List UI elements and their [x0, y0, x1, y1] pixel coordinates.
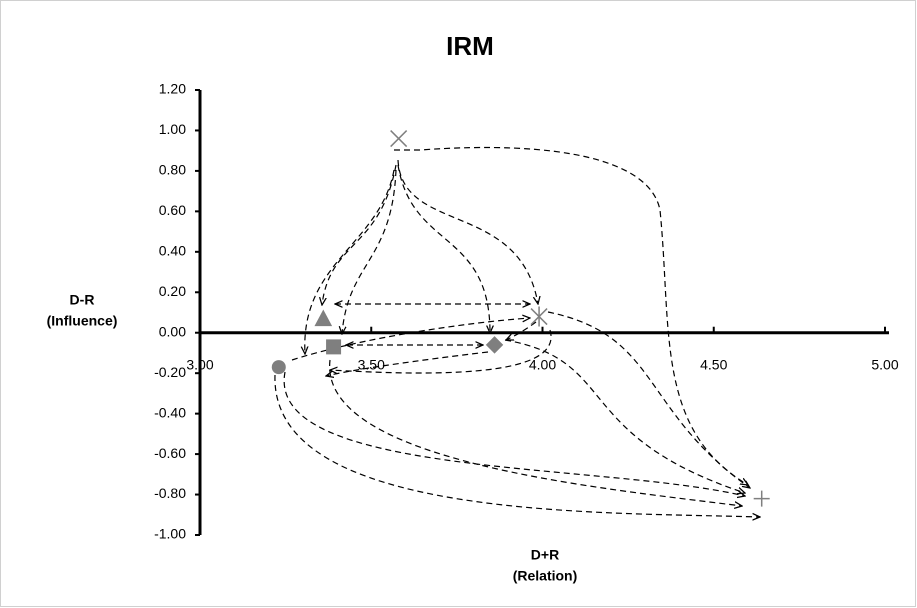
y-tick-label: -1.00 [154, 526, 186, 542]
x-tick-label: 4.00 [529, 356, 556, 372]
y-tick-label: 0.00 [159, 323, 186, 339]
point [326, 339, 342, 355]
y-tick-label: 0.60 [159, 202, 186, 218]
y-tick-label: 0.40 [159, 243, 186, 259]
x-tick-label: 3.00 [186, 356, 213, 372]
x-axis-title: D+R [531, 547, 559, 563]
x-tick-label: 3.50 [358, 356, 385, 372]
point [390, 130, 408, 148]
y-tick-label: 1.20 [159, 81, 186, 97]
x-axis-title: (Relation) [513, 568, 578, 584]
y-axis-title: (Influence) [47, 313, 118, 329]
y-tick-label: -0.60 [154, 445, 186, 461]
y-tick-label: 0.80 [159, 162, 186, 178]
point [530, 306, 548, 327]
relation-arrows [274, 146, 760, 518]
y-tick-label: 1.00 [159, 121, 186, 137]
y-tick-label: -0.80 [154, 485, 186, 501]
y-tick-label: 0.20 [159, 283, 186, 299]
point [271, 360, 286, 375]
y-tick-label: -0.40 [154, 404, 186, 420]
y-axis-title: D-R [70, 292, 95, 308]
point [753, 490, 770, 507]
point [314, 309, 333, 327]
x-tick-label: 5.00 [871, 356, 898, 372]
y-tick-label: -0.20 [154, 364, 186, 380]
point [485, 336, 504, 354]
x-tick-label: 4.50 [700, 356, 727, 372]
chart-title: IRM [446, 31, 494, 61]
